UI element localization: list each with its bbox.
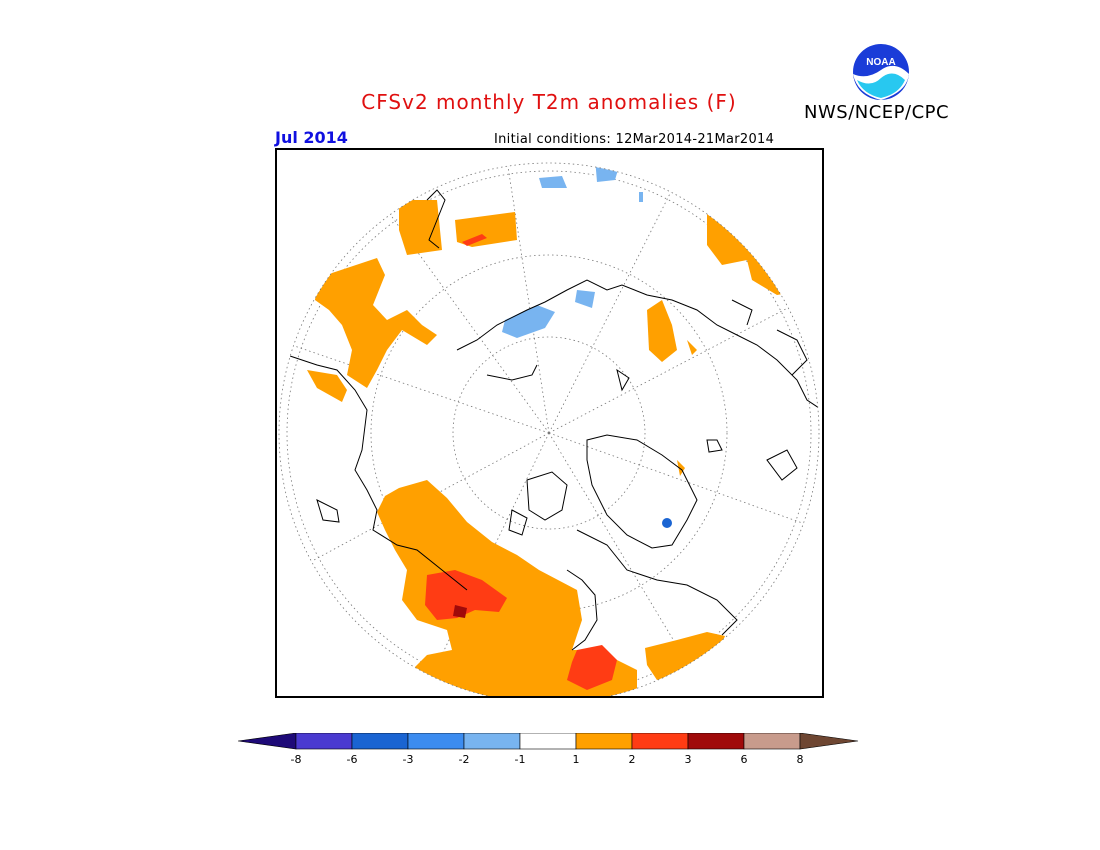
- legend-swatch: [631, 733, 689, 750]
- legend-tick-label: 1: [572, 753, 580, 766]
- anomaly-map: [275, 148, 824, 698]
- polar-map-svg: [278, 162, 820, 696]
- strong-warm-regions: [425, 234, 617, 690]
- graticule-lat-30: [278, 162, 820, 696]
- svg-text:NOAA: NOAA: [866, 57, 895, 68]
- legend-swatch: [407, 733, 465, 750]
- initial-conditions: Initial conditions: 12Mar2014-21Mar2014: [494, 132, 775, 147]
- legend-arrow-low: [238, 733, 297, 750]
- legend-tick-label: -8: [290, 753, 302, 766]
- agency-label: NWS/NCEP/CPC: [804, 102, 950, 123]
- legend-swatch: [519, 733, 577, 750]
- noaa-logo: NOAA: [850, 41, 912, 103]
- legend-arrow-high: [799, 733, 859, 750]
- legend-tick-label: -6: [346, 753, 358, 766]
- strong-cool-region: [662, 518, 672, 528]
- legend-swatch: [351, 733, 409, 750]
- legend-tick-label: -2: [458, 753, 470, 766]
- graticule-lat-40: [286, 170, 812, 696]
- legend-tick-label: 6: [740, 753, 748, 766]
- warm-anomaly-regions: [307, 200, 807, 696]
- legend-swatch: [687, 733, 745, 750]
- graticule-lat-80: [452, 336, 646, 530]
- forecast-month: Jul 2014: [275, 128, 348, 147]
- legend-tick-label: 2: [628, 753, 636, 766]
- legend-tick-label: -3: [402, 753, 414, 766]
- legend-swatch: [575, 733, 633, 750]
- legend-swatch: [463, 733, 521, 750]
- coastlines: [286, 189, 819, 651]
- legend-swatch: [295, 733, 353, 750]
- page-title: CFSv2 monthly T2m anomalies (F): [361, 90, 737, 114]
- color-legend: [238, 733, 859, 750]
- legend-tick-label: 3: [684, 753, 692, 766]
- cool-anomaly-regions: [502, 163, 643, 338]
- extreme-warm-regions: [453, 605, 467, 618]
- legend-swatch: [743, 733, 801, 750]
- legend-tick-label: -1: [514, 753, 526, 766]
- legend-tick-label: 8: [796, 753, 804, 766]
